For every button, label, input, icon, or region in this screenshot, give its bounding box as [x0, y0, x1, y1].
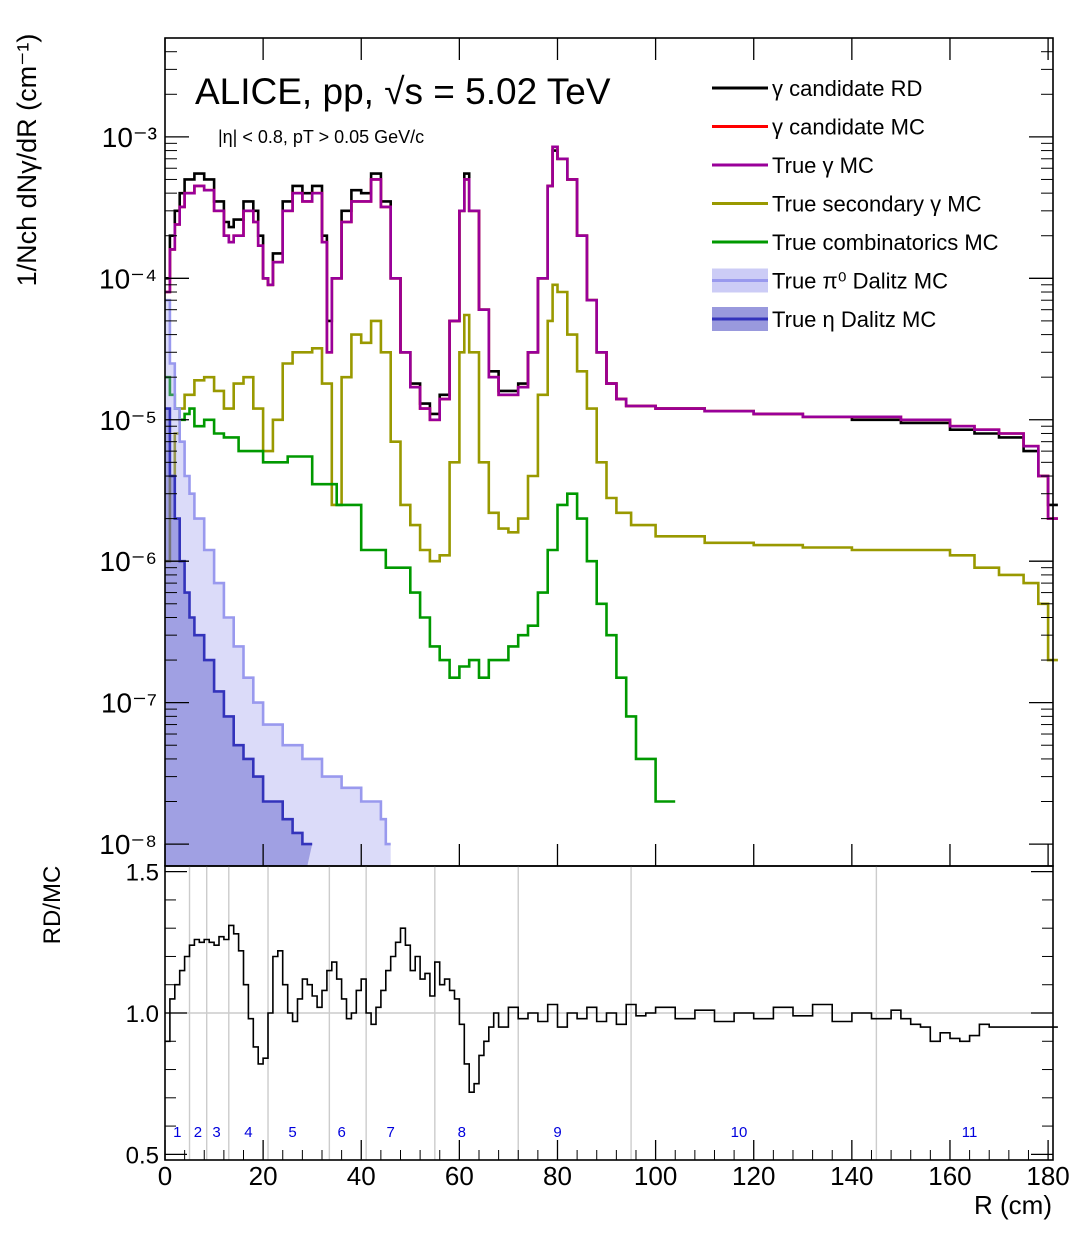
bottom-panel: 1 2 3 4 5 6 7 8 9 10 11 0.5 1.0 1.5 0 20 40 60 80 100 120 14… [39, 860, 1070, 1220]
series-fill-6 [165, 408, 313, 866]
bottom-frame [164, 865, 1054, 1161]
x-tick-label: 80 [543, 1161, 572, 1191]
region-label: 11 [962, 1124, 978, 1141]
region-label: 6 [337, 1124, 345, 1141]
legend: γ candidate RD γ candidate MC True γ MC Tru… [712, 76, 999, 332]
bottom-axes: 0.5 1.0 1.5 0 20 40 60 80 100 120 140 160 180 [126, 860, 1070, 1191]
y-axis-label: 1/Nch dNγ/dR (cm⁻¹) [12, 34, 42, 287]
region-label: 10 [731, 1124, 748, 1141]
series-line-3 [165, 283, 1058, 662]
x-tick-label: 140 [830, 1161, 873, 1191]
legend-label-2: True γ MC [772, 153, 874, 178]
x-tick-label: 180 [1026, 1161, 1069, 1191]
x-tick-label: 40 [347, 1161, 376, 1191]
region-label: 1 [173, 1124, 181, 1141]
legend-label-3: True secondary γ MC [772, 192, 982, 217]
y-tick-label: 10⁻⁶ [100, 546, 157, 577]
ratio-series-group [165, 924, 1058, 1093]
x-axis-label: R (cm) [974, 1190, 1052, 1220]
region-label: 5 [288, 1124, 296, 1141]
series-line-5 [165, 298, 391, 846]
y-tick-label: 10⁻³ [102, 122, 157, 153]
ratio-line-0 [165, 924, 1058, 1093]
legend-label-1: γ candidate MC [772, 115, 925, 140]
chart-subtitle: |η| < 0.8, pT > 0.05 GeV/c [218, 127, 424, 147]
x-tick-label: 0 [158, 1161, 172, 1191]
series-line-2 [165, 145, 1058, 520]
region-label: 7 [387, 1124, 395, 1141]
top-axes: 10⁻⁸ 10⁻⁷ 10⁻⁶ 10⁻⁵ 10⁻⁴ 10⁻³ [99, 37, 1053, 866]
top-panel: 10⁻⁸ 10⁻⁷ 10⁻⁶ 10⁻⁵ 10⁻⁴ 10⁻³ ALICE, pp, √s =… [12, 34, 1058, 867]
series-line-6 [165, 407, 313, 846]
y-tick-label: 10⁻⁷ [101, 688, 157, 719]
y-tick-label: 10⁻⁴ [99, 263, 157, 294]
region-label: 3 [212, 1124, 220, 1141]
x-tick-label: 100 [634, 1161, 677, 1191]
legend-label-5: True π⁰ Dalitz MC [772, 269, 948, 294]
y-tick-label: 10⁻⁵ [99, 405, 157, 436]
ratio-y-tick-label: 1.0 [126, 1001, 159, 1028]
ratio-y-tick-label: 1.5 [126, 860, 159, 887]
region-label: 8 [458, 1124, 466, 1141]
chart-title: ALICE, pp, √s = 5.02 TeV [195, 71, 611, 112]
series-fill-5 [165, 300, 391, 866]
top-series-group [165, 145, 1058, 866]
x-tick-label: 20 [249, 1161, 278, 1191]
x-tick-label: 120 [732, 1161, 775, 1191]
region-label: 2 [194, 1124, 202, 1141]
legend-label-6: True η Dalitz MC [772, 307, 936, 332]
legend-label-4: True combinatorics MC [772, 230, 999, 255]
region-label: 4 [244, 1124, 252, 1141]
ratio-y-tick-label: 0.5 [126, 1142, 159, 1169]
legend-label-0: γ candidate RD [772, 76, 922, 101]
y-tick-label: 10⁻⁸ [99, 829, 157, 860]
x-tick-label: 160 [928, 1161, 971, 1191]
region-label: 9 [553, 1124, 561, 1141]
ratio-y-label: RD/MC [39, 866, 66, 945]
top-frame [164, 37, 1054, 867]
x-tick-label: 60 [445, 1161, 474, 1191]
series-line-4 [165, 375, 676, 803]
